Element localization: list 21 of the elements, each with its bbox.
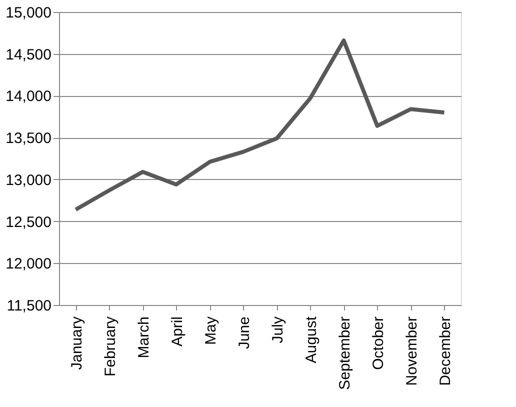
x-tick-label: July xyxy=(269,316,286,344)
x-tick-label: October xyxy=(370,316,387,370)
y-tick-label: 13,500 xyxy=(6,130,52,148)
x-tick-label: December xyxy=(436,316,454,386)
x-tick-label: March xyxy=(135,316,152,358)
x-tick-label: February xyxy=(102,316,119,377)
y-tick-label: 14,500 xyxy=(6,46,52,64)
x-tick-label: January xyxy=(68,316,86,370)
x-tick-label: November xyxy=(403,316,420,386)
y-tick-label: 15,000 xyxy=(6,4,52,22)
x-tick-label: June xyxy=(236,316,253,350)
x-tick-label: April xyxy=(168,316,186,347)
y-tick-label: 14,000 xyxy=(6,88,52,106)
y-tick-label: 11,500 xyxy=(6,298,52,314)
line-series xyxy=(74,38,446,212)
y-tick-label: 13,000 xyxy=(6,172,52,189)
y-tick-label: 12,500 xyxy=(6,214,52,231)
x-tick-label: August xyxy=(302,316,320,364)
x-tick-label: September xyxy=(336,316,354,390)
x-tick-label: May xyxy=(202,316,220,345)
y-tick-label: 12,000 xyxy=(6,256,52,273)
